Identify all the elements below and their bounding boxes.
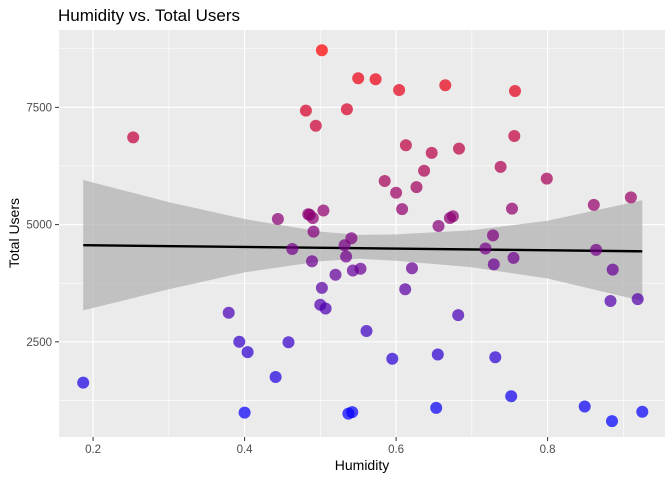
data-point [509,85,521,97]
data-point [352,72,365,85]
data-point [269,371,282,383]
data-point [431,348,444,361]
data-point [425,146,438,159]
y-tick-label: 5000 [26,220,52,232]
chart-title: Humidity vs. Total Users [58,6,240,25]
x-axis: 0.2 0.4 0.6 0.8 [85,437,556,456]
data-point [432,220,445,232]
confidence-band [83,180,643,311]
trend-line [83,244,643,253]
data-point [487,258,500,271]
data-point [587,198,600,211]
data-point [386,352,399,365]
data-point [307,225,320,238]
data-point [346,406,359,419]
x-tick-label: 0.2 [85,444,101,456]
data-point [369,73,382,86]
data-point [410,181,423,194]
data-point [636,405,649,418]
data-point [590,243,603,256]
data-point [508,130,521,142]
data-point [418,164,431,177]
data-point [479,242,492,255]
data-point [606,415,618,428]
data-point [315,44,328,57]
data-point [238,406,251,419]
data-point [507,251,520,264]
data-point [604,295,617,307]
data-point [578,400,591,413]
data-point [606,263,619,276]
data-point [360,325,373,337]
data-point [631,293,644,306]
data-point [390,186,403,199]
data-point [487,229,499,242]
data-point [317,204,330,217]
x-tick-label: 0.6 [388,444,404,456]
data-point [540,172,553,185]
data-point [271,213,284,225]
data-point [453,142,465,155]
y-axis: 2500 5000 7500 [26,102,59,349]
y-tick-label: 7500 [26,102,52,114]
data-point [306,255,318,268]
y-tick-label: 2500 [26,337,52,349]
data-point [340,103,353,116]
data-point [222,306,235,319]
y-axis-title: Total Users [6,198,22,268]
data-point [624,191,637,204]
data-point [282,336,295,349]
data-point [340,250,353,263]
data-point [315,281,328,294]
data-point [329,268,342,281]
data-point [505,390,518,403]
data-point [345,232,358,245]
data-point [399,139,412,152]
data-point [233,335,246,348]
data-point [306,212,319,224]
x-axis-title: Humidity [335,457,389,473]
data-point [241,346,254,359]
data-point [378,175,391,187]
data-point [319,302,332,315]
data-point [127,131,140,144]
data-point [452,309,465,322]
data-point [286,243,299,255]
data-point [430,401,443,414]
data-point [446,210,459,223]
data-point [309,119,322,132]
x-tick-label: 0.8 [540,444,556,456]
x-tick-label: 0.4 [237,444,254,456]
data-point [354,262,367,275]
data-point [494,160,507,173]
data-points [77,44,649,428]
data-point [396,203,409,216]
data-point [439,79,452,92]
data-point [506,202,518,215]
data-point [393,84,406,96]
data-point [77,376,90,389]
data-point [399,283,412,296]
data-point [406,262,418,275]
data-point [299,104,312,117]
data-point [489,351,502,364]
